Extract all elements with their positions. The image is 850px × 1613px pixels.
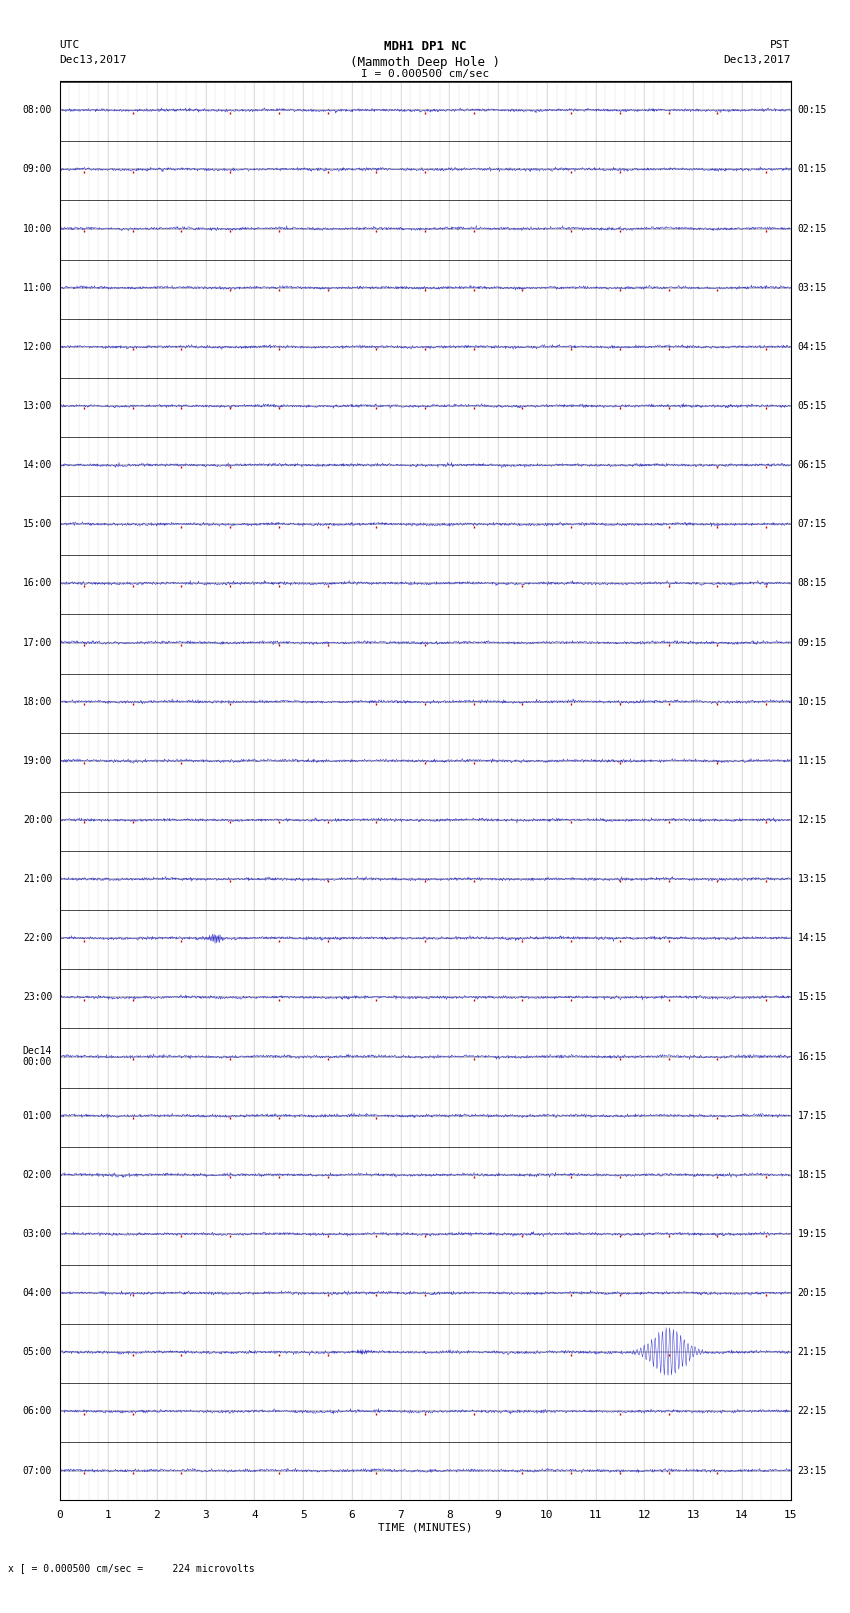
Text: 16:00: 16:00 <box>23 579 52 589</box>
Text: 20:15: 20:15 <box>798 1289 827 1298</box>
Text: 09:00: 09:00 <box>23 165 52 174</box>
Text: 13:00: 13:00 <box>23 402 52 411</box>
Text: Dec13,2017: Dec13,2017 <box>60 55 127 65</box>
Text: 03:15: 03:15 <box>798 282 827 292</box>
Text: 15:00: 15:00 <box>23 519 52 529</box>
Text: PST: PST <box>770 40 790 50</box>
Text: 18:15: 18:15 <box>798 1169 827 1179</box>
Text: 04:15: 04:15 <box>798 342 827 352</box>
Text: (Mammoth Deep Hole ): (Mammoth Deep Hole ) <box>350 56 500 69</box>
Text: 09:15: 09:15 <box>798 637 827 647</box>
Text: 19:00: 19:00 <box>23 756 52 766</box>
Text: Dec14
00:00: Dec14 00:00 <box>23 1045 52 1068</box>
Text: 12:00: 12:00 <box>23 342 52 352</box>
Text: 21:00: 21:00 <box>23 874 52 884</box>
X-axis label: TIME (MINUTES): TIME (MINUTES) <box>377 1523 473 1532</box>
Text: 04:00: 04:00 <box>23 1289 52 1298</box>
Text: 23:00: 23:00 <box>23 992 52 1002</box>
Text: 01:15: 01:15 <box>798 165 827 174</box>
Text: 00:15: 00:15 <box>798 105 827 115</box>
Text: 13:15: 13:15 <box>798 874 827 884</box>
Text: 10:00: 10:00 <box>23 224 52 234</box>
Text: 07:00: 07:00 <box>23 1466 52 1476</box>
Text: 14:00: 14:00 <box>23 460 52 469</box>
Text: 17:00: 17:00 <box>23 637 52 647</box>
Text: 06:15: 06:15 <box>798 460 827 469</box>
Text: 23:15: 23:15 <box>798 1466 827 1476</box>
Text: 15:15: 15:15 <box>798 992 827 1002</box>
Text: 03:00: 03:00 <box>23 1229 52 1239</box>
Text: 08:00: 08:00 <box>23 105 52 115</box>
Text: 02:00: 02:00 <box>23 1169 52 1179</box>
Text: Dec13,2017: Dec13,2017 <box>723 55 791 65</box>
Text: 11:00: 11:00 <box>23 282 52 292</box>
Text: 10:15: 10:15 <box>798 697 827 706</box>
Text: 05:15: 05:15 <box>798 402 827 411</box>
Text: 20:00: 20:00 <box>23 815 52 824</box>
Text: UTC: UTC <box>60 40 80 50</box>
Text: 02:15: 02:15 <box>798 224 827 234</box>
Text: 06:00: 06:00 <box>23 1407 52 1416</box>
Text: 05:00: 05:00 <box>23 1347 52 1357</box>
Text: 18:00: 18:00 <box>23 697 52 706</box>
Text: 21:15: 21:15 <box>798 1347 827 1357</box>
Text: 14:15: 14:15 <box>798 934 827 944</box>
Text: I = 0.000500 cm/sec: I = 0.000500 cm/sec <box>361 69 489 79</box>
Text: x [ = 0.000500 cm/sec =     224 microvolts: x [ = 0.000500 cm/sec = 224 microvolts <box>8 1563 255 1573</box>
Text: 08:15: 08:15 <box>798 579 827 589</box>
Text: 19:15: 19:15 <box>798 1229 827 1239</box>
Text: 22:15: 22:15 <box>798 1407 827 1416</box>
Text: 22:00: 22:00 <box>23 934 52 944</box>
Text: 07:15: 07:15 <box>798 519 827 529</box>
Text: 16:15: 16:15 <box>798 1052 827 1061</box>
Text: 01:00: 01:00 <box>23 1111 52 1121</box>
Text: MDH1 DP1 NC: MDH1 DP1 NC <box>383 40 467 53</box>
Text: 12:15: 12:15 <box>798 815 827 824</box>
Text: 11:15: 11:15 <box>798 756 827 766</box>
Text: 17:15: 17:15 <box>798 1111 827 1121</box>
